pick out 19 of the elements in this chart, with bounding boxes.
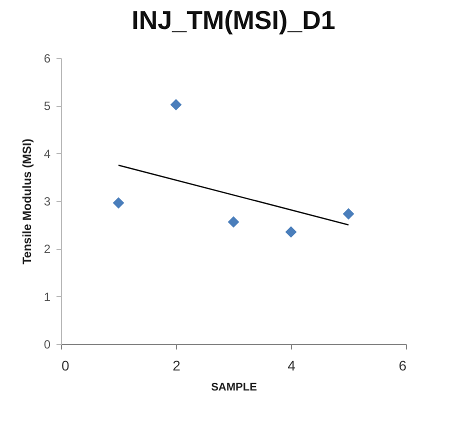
y-tick-label: 5 xyxy=(44,99,51,114)
point xyxy=(112,197,124,209)
x-tick-label: 2 xyxy=(172,358,181,374)
point xyxy=(342,208,354,220)
y-axis-title: Tensile Modulus (MSI) xyxy=(20,138,34,264)
point xyxy=(228,216,240,228)
point xyxy=(170,99,182,110)
y-tick-label: 0 xyxy=(44,338,51,352)
x-tick-label: 6 xyxy=(398,358,407,374)
point xyxy=(285,226,297,238)
y-tick-label: 4 xyxy=(44,146,51,161)
y-tick-label: 1 xyxy=(44,290,51,304)
y-tick-label: 3 xyxy=(44,194,51,208)
y-tick-label: 2 xyxy=(44,242,51,256)
chart-title: INJ_TM(MSI)_D1 xyxy=(132,5,336,35)
x-tick-label: 4 xyxy=(288,358,296,374)
x-axis-title: SAMPLE xyxy=(211,382,257,394)
x-tick-label: 0 xyxy=(62,358,70,374)
y-tick-label: 6 xyxy=(44,52,51,66)
